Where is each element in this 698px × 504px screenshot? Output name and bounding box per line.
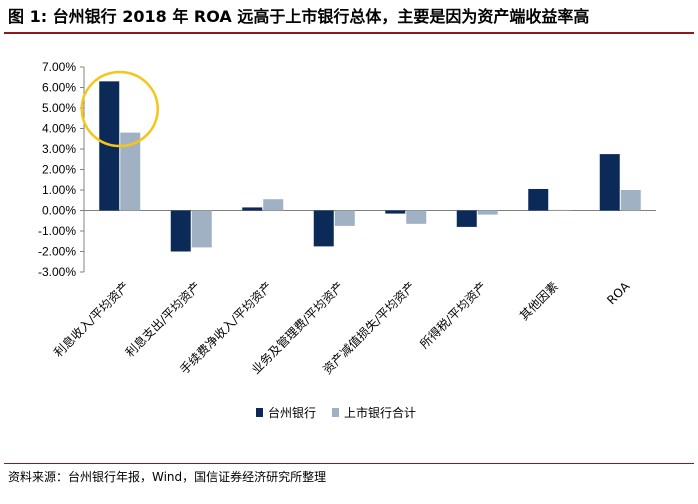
bar [191,210,212,248]
bar [120,132,141,211]
y-tick-label: 0.00% [42,204,76,218]
figure-title: 图 1: 台州银行 2018 年 ROA 远高于上市银行总体，主要是因为资产端收… [8,7,590,26]
bar [242,207,263,211]
bar-chart: 7.00% 6.00% 5.00% 4.00% 3.00% 2.00% 1.00% 0.00%… [38,60,656,420]
legend-swatch [332,408,339,417]
bar [406,210,427,224]
legend-swatch [256,408,263,417]
y-tick-label: 6.00% [42,81,76,95]
bar [528,188,549,211]
y-tick-label: -2.00% [38,245,76,259]
bar [477,210,498,215]
y-tick-label: -3.00% [38,265,76,279]
bar [385,210,406,214]
x-category-label: ROA [604,279,633,308]
y-tick-label: 2.00% [42,163,76,177]
legend-label: 上市银行合计 [344,405,416,420]
bar [334,210,355,226]
source-note: 资料来源：台州银行年报，Wind，国信证券经济研究所整理 [8,470,327,484]
bar [620,190,641,211]
legend-label: 台州银行 [268,405,316,420]
y-tick-label: -1.00% [38,224,76,238]
highlight-circle [80,70,159,148]
title-rule [4,32,694,34]
y-tick-label: 3.00% [42,142,76,156]
x-category-label: 其他因素 [517,279,561,323]
bar [170,210,191,252]
bar [549,209,570,211]
bar [313,210,334,247]
y-tick-label: 5.00% [42,101,76,115]
y-tick-label: 1.00% [42,183,76,197]
x-category-label: 所得税/平均资产 [417,279,490,352]
bar [456,210,477,227]
bar [599,154,620,211]
footer-rule [4,463,694,464]
bar [263,199,284,211]
y-tick-label: 4.00% [42,122,76,136]
y-tick-label: 7.00% [42,60,76,74]
x-category-label: 利息支出/平均资产 [122,279,203,360]
x-category-label: 利息收入/平均资产 [51,279,132,360]
